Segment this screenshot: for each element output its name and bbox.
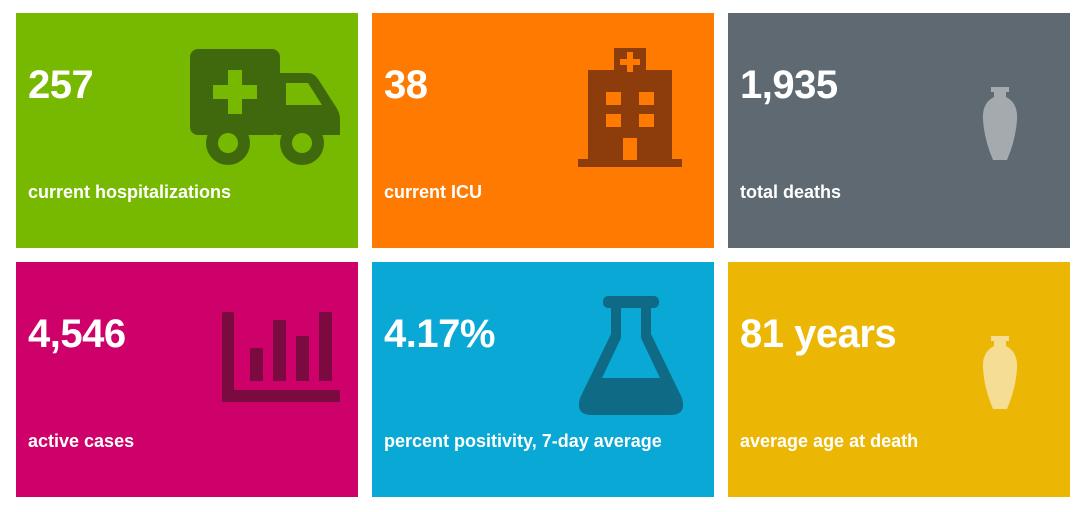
hospital-icon (578, 48, 682, 168)
stat-label: current ICU (384, 182, 483, 202)
stat-label: average age at death (740, 431, 919, 451)
stat-label: active cases (28, 431, 135, 451)
stat-label: total deaths (740, 182, 842, 202)
stat-tile-hospitalizations: 257 current hospitalizations (16, 13, 358, 248)
flask-icon (578, 296, 684, 416)
stat-value: 1,935 (740, 63, 838, 107)
stat-value: 4,546 (28, 312, 126, 356)
stats-grid: 257 current hospitalizations 38 current … (16, 13, 1070, 497)
stat-value: 4.17% (384, 312, 495, 356)
stat-tile-total-deaths: 1,935 total deaths (728, 13, 1070, 248)
stat-label: current hospitalizations (28, 182, 232, 202)
urn-icon (980, 336, 1020, 410)
stat-label: percent positivity, 7-day average (384, 431, 662, 451)
stat-tile-active-cases: 4,546 active cases (16, 262, 358, 497)
stat-value: 38 (384, 63, 428, 107)
stat-tile-average-age: 81 years average age at death (728, 262, 1070, 497)
stat-value: 257 (28, 63, 94, 107)
urn-icon (980, 87, 1020, 161)
stat-tile-icu: 38 current ICU (372, 13, 714, 248)
ambulance-icon (190, 49, 340, 167)
bar-chart-icon (222, 312, 340, 402)
stat-value: 81 years (740, 312, 897, 356)
stat-tile-percent-positivity: 4.17% percent positivity, 7-day average (372, 262, 714, 497)
